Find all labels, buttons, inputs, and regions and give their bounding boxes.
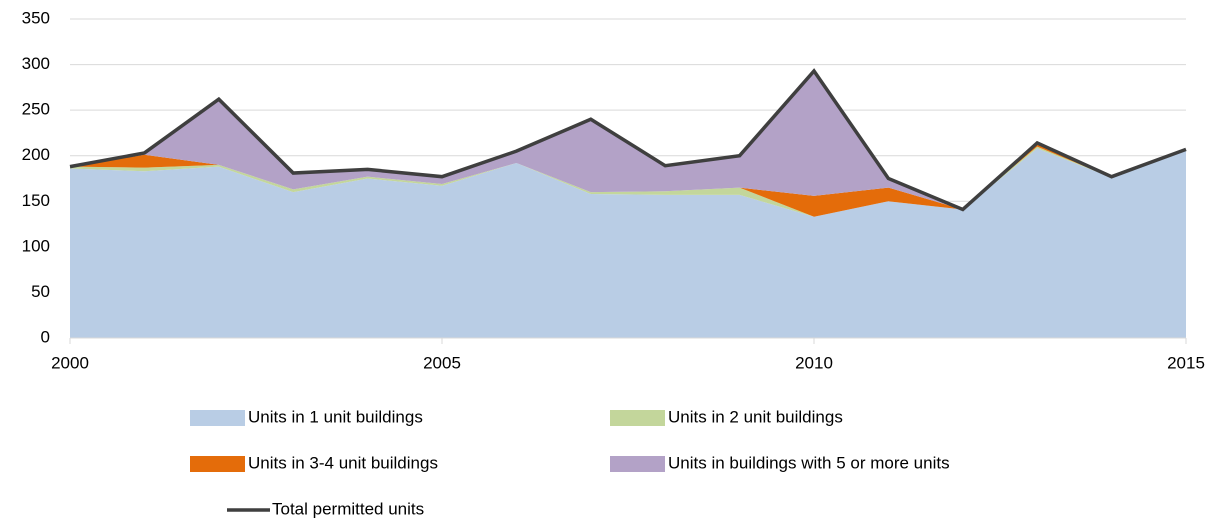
legend-label: Total permitted units: [272, 499, 424, 518]
legend-label: Units in buildings with 5 or more units: [668, 453, 950, 472]
y-tick-label: 300: [22, 54, 50, 73]
x-tick-label: 2010: [795, 353, 833, 372]
legend-swatch: [610, 456, 665, 472]
y-tick-label: 0: [41, 327, 50, 346]
legend-label: Units in 2 unit buildings: [668, 407, 843, 426]
legend-swatch: [190, 410, 245, 426]
line: [69, 68, 1187, 212]
x-tick-label: 2000: [51, 353, 89, 372]
legend-label: Units in 1 unit buildings: [248, 407, 423, 426]
area: [70, 70, 1186, 210]
area: [70, 143, 1186, 217]
y-tick-label: 100: [22, 236, 50, 255]
area: [70, 148, 1186, 338]
legend-swatch: [190, 456, 245, 472]
y-tick-label: 150: [22, 191, 50, 210]
x-tick-label: 2005: [423, 353, 461, 372]
x-tick-label: 2015: [1167, 353, 1205, 372]
y-tick-label: 200: [22, 145, 50, 164]
y-tick-label: 350: [22, 8, 50, 27]
y-tick-label: 50: [31, 282, 50, 301]
y-tick-label: 250: [22, 100, 50, 119]
legend-swatch: [610, 410, 665, 426]
legend-label: Units in 3-4 unit buildings: [248, 453, 438, 472]
